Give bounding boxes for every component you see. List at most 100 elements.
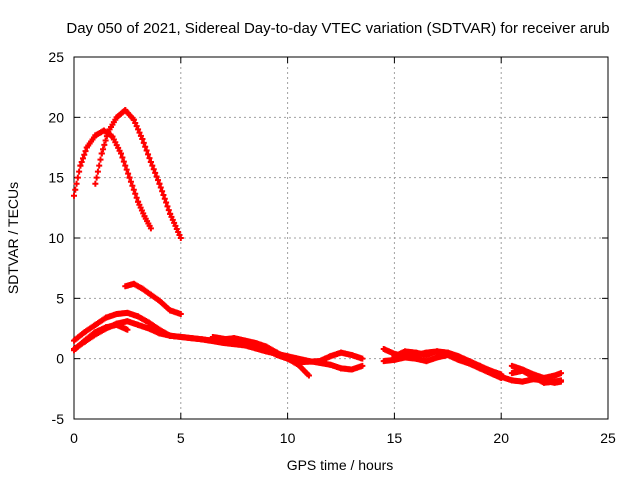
data-point: [73, 180, 80, 187]
data-point: [157, 184, 164, 191]
data-point: [147, 158, 154, 165]
y-tick-label: 5: [56, 290, 64, 306]
data-point: [152, 169, 159, 176]
data-point: [96, 162, 103, 169]
x-tick-label: 15: [387, 430, 403, 446]
data-point: [160, 192, 167, 199]
data-point: [305, 372, 312, 379]
data-point: [120, 158, 127, 165]
data-point: [163, 199, 170, 206]
data-point: [135, 126, 142, 133]
data-point: [130, 186, 137, 193]
data-point: [102, 137, 109, 144]
data-point: [78, 158, 85, 165]
data-point: [79, 155, 86, 162]
series-low-3: [71, 321, 366, 366]
x-tick-label: 10: [280, 430, 296, 446]
data-point: [136, 129, 143, 136]
x-tick-label: 20: [493, 430, 509, 446]
data-point: [177, 235, 184, 241]
x-tick-label: 25: [600, 430, 616, 446]
data-point: [101, 141, 108, 148]
data-point: [124, 326, 131, 333]
y-tick-label: 15: [48, 170, 64, 186]
data-point: [72, 186, 79, 193]
y-tick-label: 10: [48, 230, 64, 246]
data-point: [155, 177, 162, 184]
data-point: [129, 182, 136, 189]
data-point: [133, 123, 140, 130]
data-point: [167, 210, 174, 217]
data-point: [165, 207, 172, 214]
series-low-1: [71, 309, 312, 379]
data-point: [142, 143, 149, 150]
data-point: [81, 151, 88, 158]
y-tick-label: 0: [56, 351, 64, 367]
data-point: [133, 194, 140, 201]
data-point: [71, 192, 77, 199]
data-point: [558, 370, 565, 377]
data-point: [122, 162, 129, 169]
data-point: [487, 367, 494, 374]
x-axis-label: GPS time / hours: [287, 457, 394, 473]
series-arc-mid: [122, 280, 184, 318]
data-point: [123, 166, 130, 173]
grid: [74, 57, 608, 419]
data-point: [153, 173, 160, 180]
data-point: [140, 139, 147, 146]
data-point: [149, 162, 156, 169]
data-point: [161, 195, 168, 202]
data-point: [92, 180, 99, 187]
data-point: [74, 174, 81, 181]
data-point: [147, 225, 154, 232]
data-point: [125, 170, 132, 177]
data-point: [94, 168, 101, 175]
data-point: [100, 146, 107, 153]
data-point: [97, 156, 104, 163]
data-point: [169, 216, 176, 223]
series-late-3: [391, 348, 494, 374]
data-point: [150, 166, 157, 173]
data-point: [175, 228, 182, 235]
y-axis-label: SDTVAR / TECUs: [5, 182, 21, 294]
data-point: [176, 231, 183, 238]
series-end-3: [498, 373, 565, 386]
data-point: [359, 362, 366, 369]
data-point: [164, 203, 171, 210]
y-tick-label: -5: [52, 411, 65, 427]
data-point: [126, 174, 133, 181]
data-point: [156, 180, 163, 187]
data-points: [71, 107, 565, 386]
chart-title: Day 050 of 2021, Sidereal Day-to-day VTE…: [66, 20, 609, 37]
data-point: [119, 154, 126, 161]
x-tick-label: 5: [177, 430, 185, 446]
data-point: [168, 213, 175, 220]
data-point: [93, 174, 100, 181]
data-point: [132, 119, 139, 126]
series-arc-high-2: [92, 107, 184, 241]
data-point: [137, 132, 144, 139]
data-point: [130, 116, 137, 123]
data-point: [143, 147, 150, 154]
x-tick-label: 0: [70, 430, 78, 446]
data-point: [173, 225, 180, 232]
data-point: [127, 178, 134, 185]
data-point: [103, 133, 110, 140]
data-point: [146, 155, 153, 162]
data-point: [145, 151, 152, 158]
y-tick-label: 25: [48, 49, 64, 65]
data-point: [159, 188, 166, 195]
data-point: [558, 378, 565, 385]
series-arc-high-1: [71, 127, 154, 232]
data-point: [139, 136, 146, 143]
data-point: [82, 148, 89, 155]
data-point: [76, 168, 83, 175]
data-point: [77, 162, 84, 169]
data-point: [132, 190, 139, 197]
data-point: [171, 219, 178, 226]
y-tick-label: 20: [48, 109, 64, 125]
data-point: [172, 222, 179, 229]
data-point: [98, 150, 105, 157]
data-point: [117, 150, 124, 157]
